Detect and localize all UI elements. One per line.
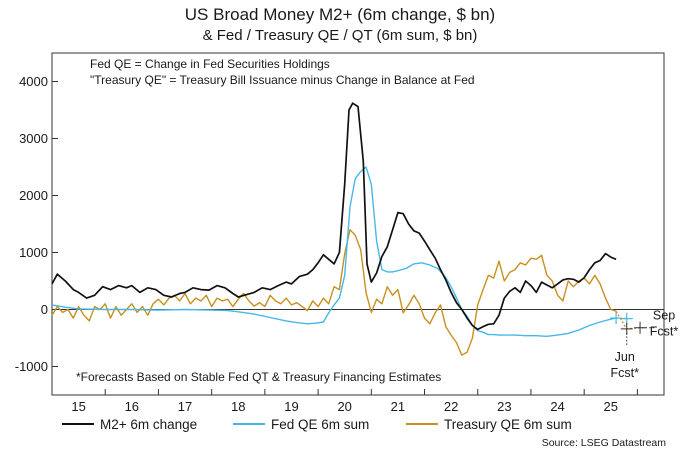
x-tick-label: 20 — [337, 399, 351, 414]
chart-title: US Broad Money M2+ (6m change, $ bn) — [185, 5, 495, 24]
note-fed-qe: Fed QE = Change in Fed Securities Holdin… — [90, 57, 330, 71]
x-tick-label: 16 — [125, 399, 139, 414]
chart-subtitle: & Fed / Treasury QE / QT (6m sum, $ bn) — [203, 27, 478, 44]
forecast-fed-qe-marker — [620, 312, 633, 325]
forecast-fed-qe-marker — [610, 312, 623, 325]
x-tick-label: 18 — [231, 399, 245, 414]
legend-item-fed-qe: Fed QE 6m sum — [233, 417, 369, 432]
x-tick-label: 24 — [550, 399, 564, 414]
legend-item-m2: M2+ 6m change — [62, 417, 197, 432]
sep-forecast-label: Sep Fcst* — [650, 309, 679, 339]
legend-label: Treasury QE 6m sum — [444, 417, 572, 432]
x-tick-label: 19 — [284, 399, 298, 414]
x-tick-label: 15 — [71, 399, 85, 414]
forecast-footnote: *Forecasts Based on Stable Fed QT & Trea… — [76, 370, 441, 384]
legend-item-treasury-qe: Treasury QE 6m sum — [406, 417, 572, 432]
y-axis: -1000 0 1000 2000 3000 4000 — [15, 74, 58, 374]
x-tick-label: 22 — [444, 399, 458, 414]
series-line-fed-qe — [51, 166, 617, 337]
y-tick-label: 4000 — [19, 74, 48, 89]
y-tick-label: 2000 — [19, 188, 48, 203]
plot-frame — [51, 52, 665, 396]
x-tick-label: 21 — [391, 399, 405, 414]
forecast-treasury-qe-marker — [634, 321, 647, 334]
forecast-treasury-qe-line — [615, 310, 641, 330]
series-line-treasury-qe — [51, 229, 617, 356]
jun-forecast-label: Jun Fcst* — [611, 350, 640, 380]
plot-area: -1000 0 1000 2000 3000 4000 15 16 17 18 19 20 21 22 2… — [15, 52, 678, 414]
note-treasury-qe: "Treasury QE" = Treasury Bill Issuance m… — [90, 73, 475, 87]
y-tick-label: 1000 — [19, 245, 48, 260]
legend: M2+ 6m change Fed QE 6m sum Treasury QE 6m… — [62, 417, 572, 432]
x-axis: 15 16 17 18 19 20 21 22 23 24 25 — [51, 389, 665, 414]
x-tick-label: 17 — [178, 399, 192, 414]
legend-label: M2+ 6m change — [100, 417, 197, 432]
y-tick-label: 3000 — [19, 131, 48, 146]
source-credit: Source: LSEG Datastream — [542, 437, 667, 449]
x-tick-label: 25 — [604, 399, 618, 414]
series-layer — [51, 102, 617, 356]
x-tick-label: 23 — [497, 399, 511, 414]
y-tick-label: -1000 — [15, 359, 48, 374]
legend-label: Fed QE 6m sum — [271, 417, 369, 432]
y-tick-label: 0 — [41, 302, 48, 317]
forecast-layer: Jun Fcst* Sep Fcst* — [610, 309, 678, 380]
series-line-m2 — [51, 102, 617, 331]
